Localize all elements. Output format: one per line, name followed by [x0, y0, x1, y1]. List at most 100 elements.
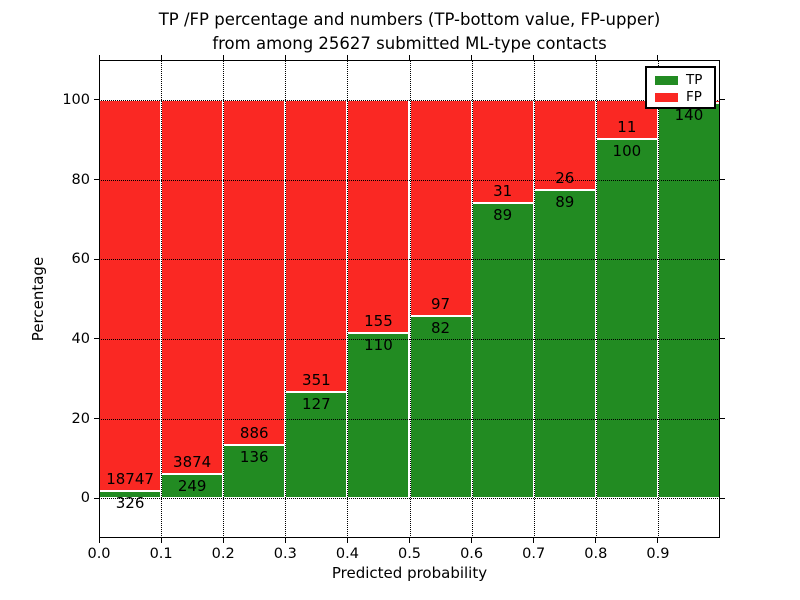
x-axis-tick — [98, 538, 100, 543]
legend-swatch-tp — [655, 76, 678, 85]
chart-title-line2: from among 25627 submitted ML-type conta… — [212, 34, 607, 53]
x-tick-label: 0.5 — [397, 546, 422, 562]
y-axis-tick — [94, 418, 99, 419]
v-gridline — [223, 60, 225, 538]
v-gridline — [657, 60, 659, 538]
y-axis-tick — [720, 497, 725, 499]
legend-label: TP — [686, 72, 703, 88]
y-axis-tick — [94, 99, 99, 101]
x-tick-label: 0.4 — [335, 546, 359, 562]
bar-segment-fp — [533, 99, 596, 190]
v-gridline — [347, 60, 349, 538]
fp-count-label: 3874 — [173, 453, 212, 472]
x-axis-tick — [533, 55, 535, 60]
v-gridline — [285, 60, 287, 538]
x-axis-tick — [595, 538, 597, 543]
x-tick-label: 0.9 — [646, 546, 670, 562]
y-axis-tick — [720, 418, 725, 419]
y-axis-tick — [94, 338, 99, 340]
tp-count-label: 89 — [555, 192, 575, 211]
v-gridline — [409, 60, 411, 538]
bar-segment-fp — [161, 99, 224, 475]
x-axis-tick — [346, 55, 348, 60]
y-tick-label: 100 — [62, 91, 90, 108]
y-tick-label: 0 — [80, 490, 90, 507]
bar-segment-fp — [99, 99, 162, 492]
y-tick-label: 60 — [71, 251, 90, 268]
legend-label: FP — [686, 89, 702, 105]
fp-count-label: 11 — [617, 118, 637, 137]
legend-swatch-fp — [655, 93, 678, 102]
x-tick-label: 0.1 — [149, 546, 173, 562]
x-tick-label: 0.3 — [273, 546, 297, 562]
y-tick-label: 20 — [71, 410, 90, 427]
tp-count-label: 140 — [674, 105, 704, 124]
fp-count-label: 31 — [493, 181, 513, 200]
v-gridline — [471, 60, 473, 538]
fp-count-label: 886 — [239, 424, 269, 443]
x-axis-tick — [409, 55, 410, 60]
y-axis-tick — [720, 258, 725, 260]
fp-count-label: 18747 — [106, 470, 154, 489]
bar-segment-tp — [533, 189, 596, 499]
fp-count-label: 26 — [555, 168, 575, 187]
bar-segment-fp — [347, 99, 410, 333]
y-tick-label: 40 — [71, 330, 90, 347]
bar-segment-tp — [347, 332, 410, 499]
bars-layer — [99, 60, 720, 538]
grid-layer — [99, 60, 720, 538]
x-axis-tick — [471, 538, 473, 543]
x-tick-label: 0.7 — [522, 546, 546, 562]
x-axis-tick — [160, 55, 162, 60]
x-axis-title: Predicted probability — [331, 564, 488, 582]
x-axis-tick — [160, 538, 162, 543]
x-axis-tick — [284, 538, 286, 543]
legend-item: FP — [647, 89, 714, 106]
x-axis-tick — [346, 538, 348, 543]
bar-segment-tp — [595, 139, 658, 499]
tp-count-label: 136 — [239, 448, 269, 467]
x-tick-label: 0.2 — [211, 546, 235, 562]
y-axis-tick — [94, 258, 99, 260]
bar-segment-fp — [471, 99, 534, 203]
x-tick-label: 0.6 — [460, 546, 484, 562]
x-axis-tick — [533, 538, 535, 543]
v-gridline — [595, 60, 597, 538]
tp-count-label: 326 — [115, 494, 145, 513]
x-axis-tick — [657, 55, 659, 60]
chart-title-line1: TP /FP percentage and numbers (TP-bottom… — [158, 10, 661, 29]
x-axis-tick — [657, 538, 659, 543]
y-axis-tick — [720, 99, 725, 101]
bar-segment-tp — [223, 445, 286, 499]
v-gridline — [533, 60, 535, 538]
ticks-layer: 0 20 40 60 80 100 0.0 0.1 0.2 0.3 0.4 0.5 0.6 0.7 0.8 0… — [62, 55, 725, 562]
x-axis-tick — [595, 55, 597, 60]
bar-segment-fp — [409, 99, 472, 316]
tp-count-label: 100 — [612, 142, 642, 161]
legend-item: TP — [647, 72, 714, 89]
tp-count-label: 89 — [493, 205, 513, 224]
tp-count-label: 82 — [431, 318, 451, 337]
legend: TP FP — [645, 66, 716, 109]
bar-segment-tp — [657, 102, 720, 499]
bar-segment-tp — [285, 392, 348, 499]
y-axis-tick — [94, 497, 99, 499]
y-axis-tick — [94, 179, 99, 180]
tp-count-label: 127 — [302, 395, 331, 414]
x-tick-label: 0.0 — [87, 546, 111, 562]
y-tick-label: 80 — [71, 171, 90, 188]
plot-area: 18747 326 3874 249 886 136 351 127 155 110 97 82 31 8… — [62, 55, 725, 562]
fp-count-label: 155 — [364, 311, 393, 330]
x-axis-tick — [222, 538, 224, 543]
x-axis-tick — [284, 55, 286, 60]
tp-count-label: 249 — [177, 477, 207, 496]
bar-segment-fp — [285, 99, 348, 393]
y-axis-tick — [720, 338, 725, 340]
v-gridline — [161, 60, 163, 538]
fp-count-label: 97 — [431, 294, 451, 313]
x-axis-tick — [409, 538, 410, 543]
chart-title: TP /FP percentage and numbers (TP-bottom… — [99, 8, 720, 56]
x-axis-tick — [471, 55, 473, 60]
value-labels-layer: 18747 326 3874 249 886 136 351 127 155 110 97 82 31 8… — [99, 60, 720, 538]
